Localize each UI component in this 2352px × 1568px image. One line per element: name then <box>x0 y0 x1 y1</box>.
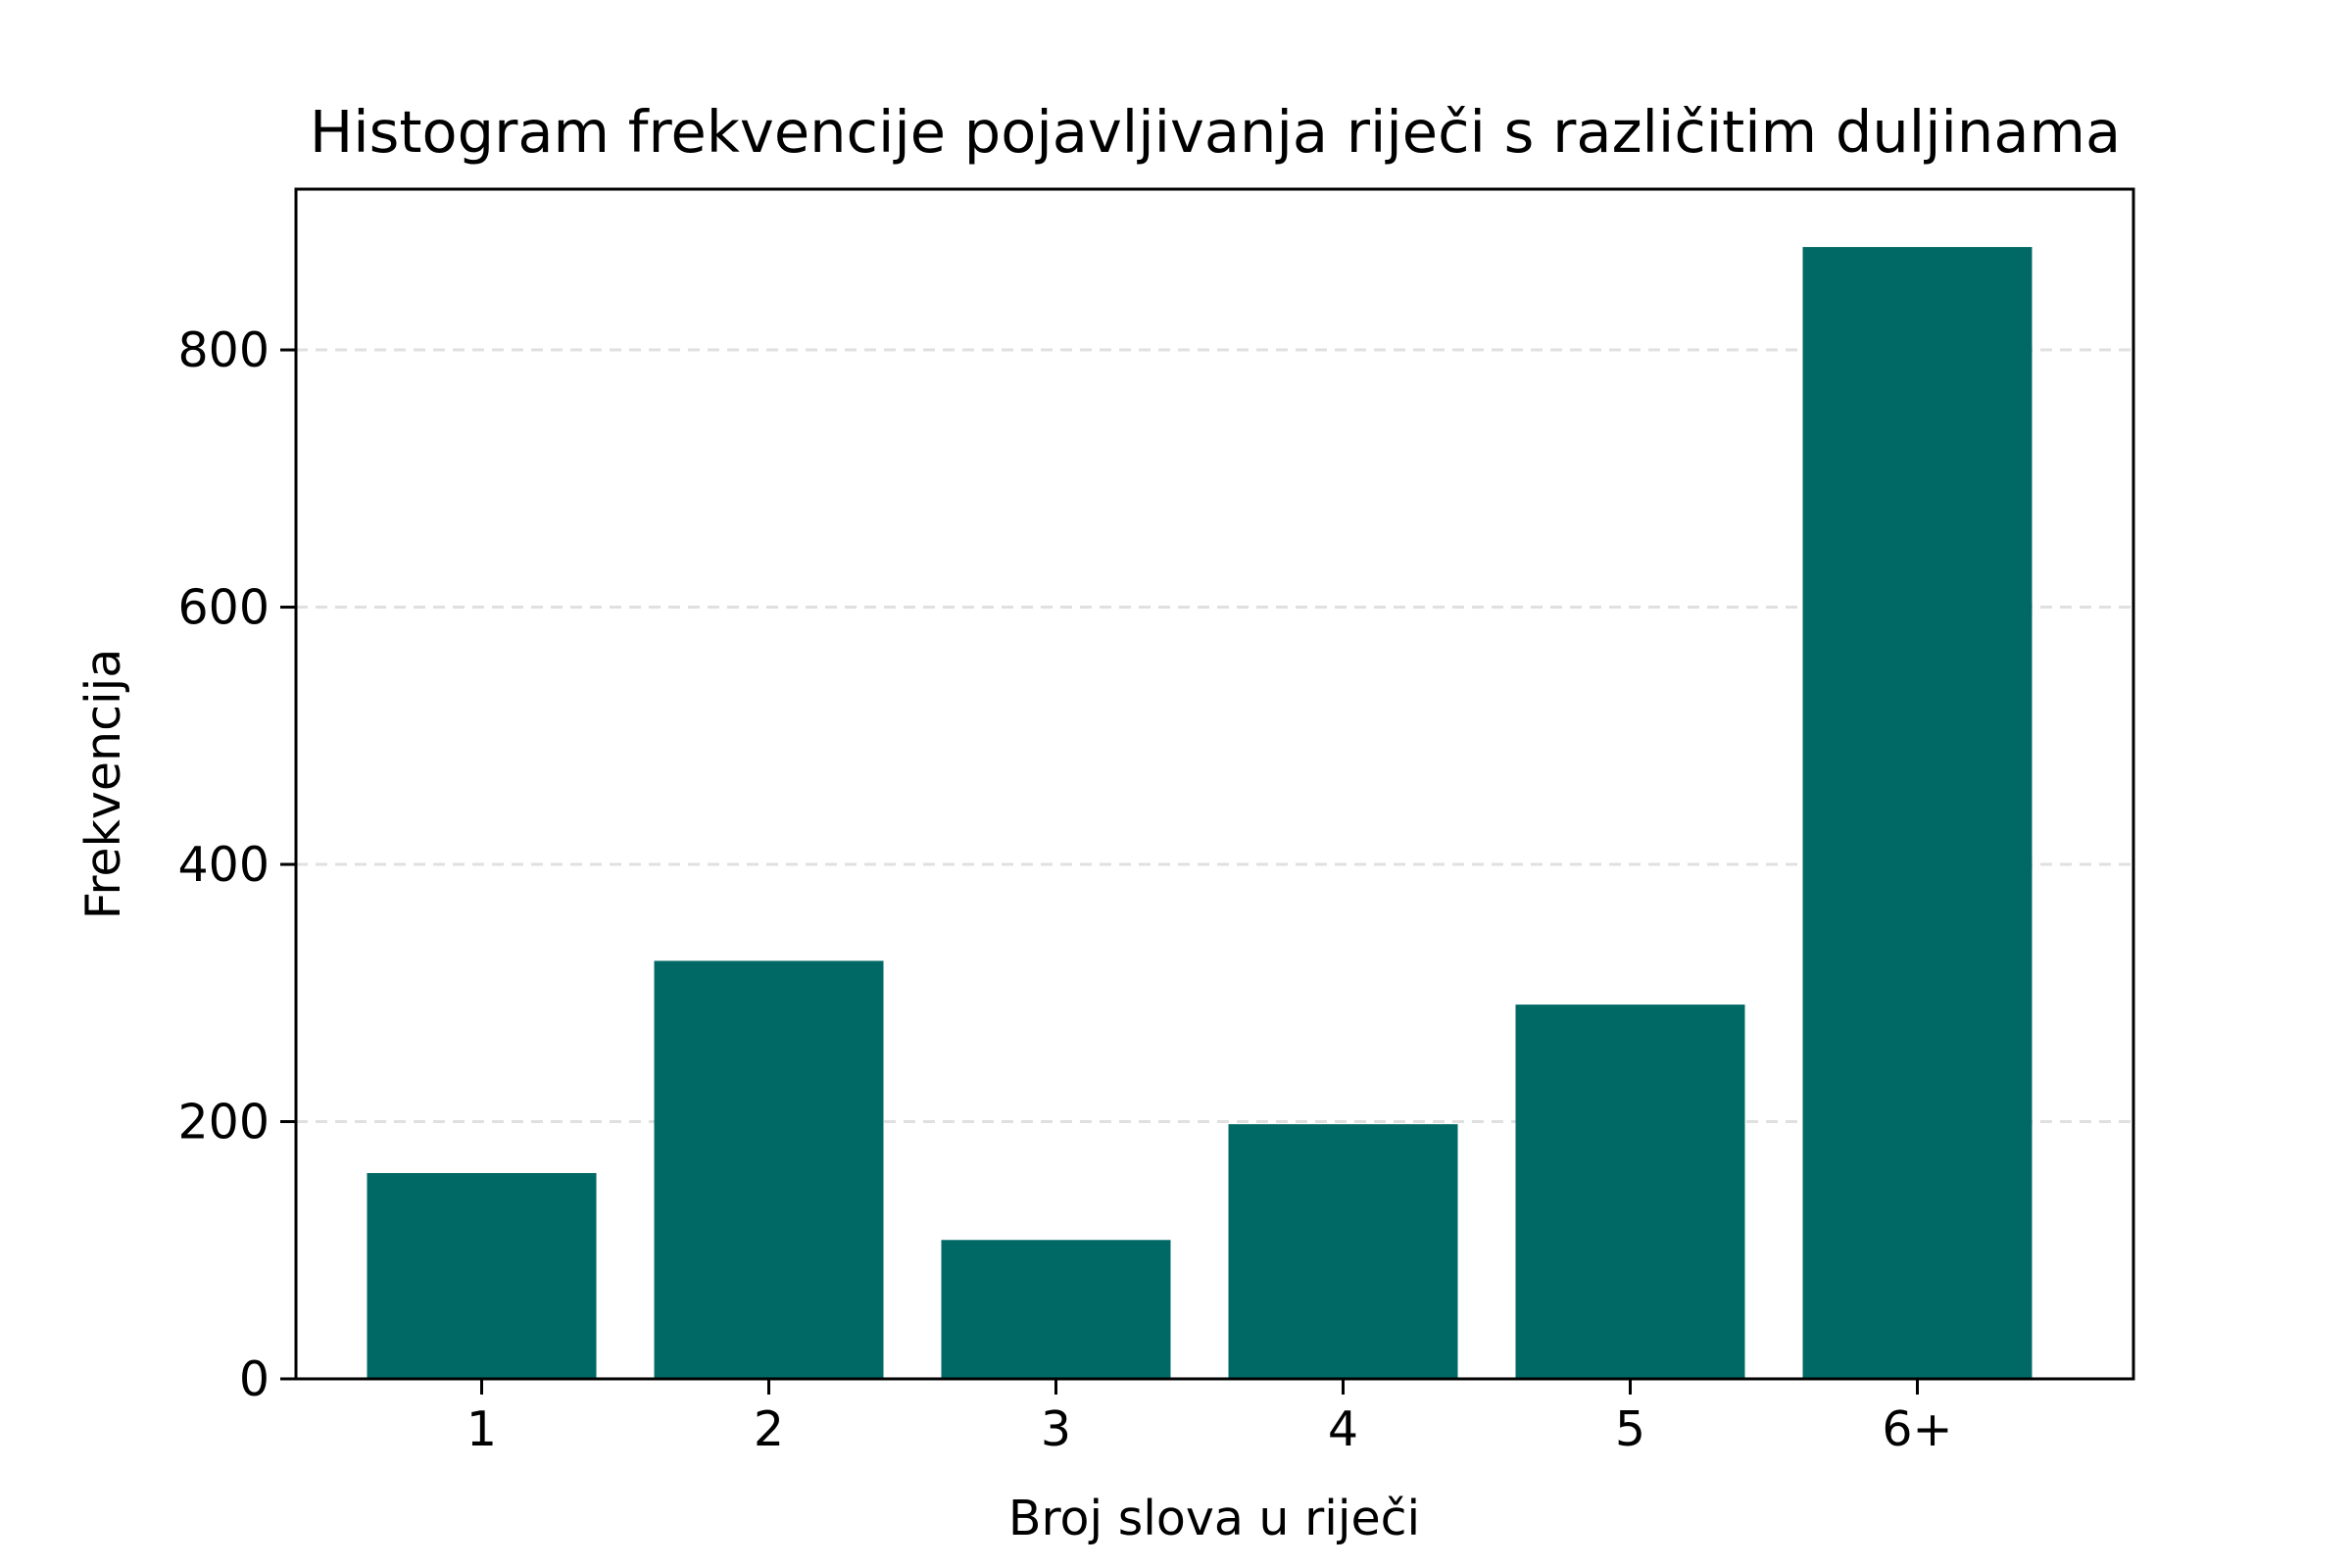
y-tick-label: 800 <box>177 322 270 378</box>
plot-frame <box>294 187 2135 1381</box>
y-axis-ticks: 0 200 400 600 800 <box>177 322 296 1407</box>
bar <box>1515 1004 1745 1379</box>
chart-title: Histogram frekvencije pojavljivanja rije… <box>310 98 2121 166</box>
x-tick-label: 1 <box>466 1401 497 1457</box>
bar <box>941 1240 1171 1379</box>
x-axis-ticks: 1 2 3 4 5 6+ <box>466 1379 1953 1457</box>
y-tick-label: 400 <box>177 837 270 893</box>
bars <box>367 247 2033 1380</box>
bar <box>654 960 884 1379</box>
y-tick-label: 200 <box>177 1095 270 1151</box>
x-axis-label: Broj slova u riječi <box>1008 1491 1420 1546</box>
y-tick-label: 600 <box>177 580 270 636</box>
bar <box>367 1173 597 1379</box>
x-tick-label: 5 <box>1615 1401 1645 1457</box>
x-tick-label: 6+ <box>1882 1401 1952 1457</box>
x-tick-label: 3 <box>1041 1401 1071 1457</box>
y-tick-label: 0 <box>239 1351 270 1407</box>
bar <box>1802 247 2033 1380</box>
y-axis-label: Frekvencija <box>75 649 131 920</box>
x-tick-label: 4 <box>1328 1401 1358 1457</box>
x-tick-label: 2 <box>754 1401 784 1457</box>
bar <box>1228 1124 1458 1379</box>
